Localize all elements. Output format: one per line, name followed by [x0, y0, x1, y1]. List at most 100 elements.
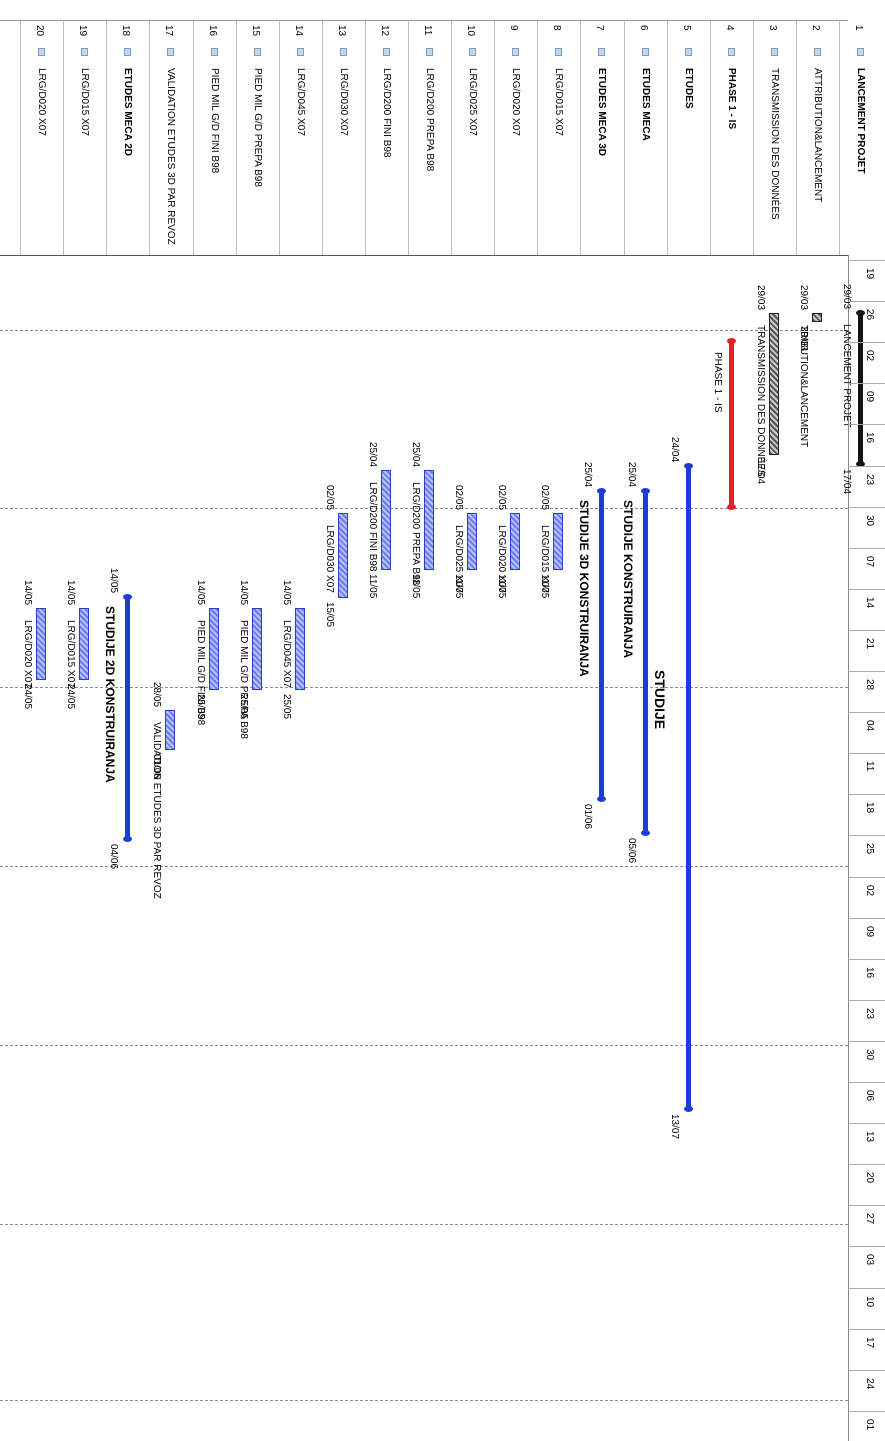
task-name-cell[interactable]: LRG/D045 X07 — [295, 68, 306, 136]
task-bar[interactable] — [424, 470, 434, 570]
task-name-cell[interactable]: PIED MIL G/D FINI B98 — [209, 68, 220, 174]
task-indicator-icon[interactable] — [124, 48, 131, 56]
task-name-cell[interactable]: ETUDES MECA 2D — [122, 68, 133, 156]
timescale — [848, 255, 885, 1441]
task-indicator-icon[interactable] — [555, 48, 562, 56]
task-name-cell[interactable]: LRG/D200 FINI B98 — [381, 68, 392, 158]
task-start-date: 28/05 — [151, 682, 162, 708]
summary-bar[interactable] — [125, 596, 130, 840]
task-bar[interactable] — [295, 608, 305, 690]
task-indicator-icon[interactable] — [38, 48, 45, 56]
task-name-cell[interactable]: LRG/D030 X07 — [338, 68, 349, 136]
row-separator — [451, 20, 452, 255]
task-indicator-icon[interactable] — [512, 48, 519, 56]
task-indicator-icon[interactable] — [167, 48, 174, 56]
timescale-tick — [848, 301, 885, 302]
task-name-cell[interactable]: LRG/D015 X07 — [553, 68, 564, 136]
task-bar[interactable] — [36, 608, 46, 680]
task-indicator-icon[interactable] — [728, 48, 735, 56]
row-separator — [149, 20, 150, 255]
row-number: 15 — [250, 25, 261, 37]
timescale-tick — [848, 1370, 885, 1371]
timescale-week-label: 25 — [864, 843, 875, 855]
task-name-cell[interactable]: LANCEMENT PROJET — [855, 68, 866, 174]
task-end-date: 13/07 — [669, 1114, 680, 1140]
timescale-tick — [848, 959, 885, 960]
row-separator — [710, 20, 711, 255]
timescale-tick — [848, 712, 885, 713]
task-bar[interactable] — [510, 513, 520, 570]
timescale-week-label: 01 — [864, 1419, 875, 1431]
task-indicator-icon[interactable] — [685, 48, 692, 56]
summary-bar[interactable] — [643, 490, 648, 834]
task-indicator-icon[interactable] — [340, 48, 347, 56]
task-bar[interactable] — [812, 313, 822, 322]
task-indicator-icon[interactable] — [469, 48, 476, 56]
task-indicator-icon[interactable] — [254, 48, 261, 56]
summary-end-cap — [727, 504, 736, 510]
task-start-date: 14/05 — [281, 580, 292, 606]
task-end-date: 11/05 — [496, 574, 507, 599]
task-start-date: 29/03 — [798, 285, 809, 311]
task-start-date: 14/05 — [195, 580, 206, 606]
row-separator — [753, 20, 754, 255]
row-separator — [365, 20, 366, 255]
task-bar-label: LRG/D200 PREPA B98 — [410, 482, 421, 586]
timescale-week-label: 11 — [864, 761, 875, 772]
task-bar[interactable] — [338, 513, 348, 598]
timescale-week-label: 02 — [864, 350, 875, 362]
task-bar[interactable] — [381, 470, 391, 570]
summary-bar[interactable] — [686, 465, 691, 1110]
task-name-cell[interactable]: LRG/D020 X07 — [36, 68, 47, 136]
task-name-cell[interactable]: LRG/D025 X07 — [467, 68, 478, 136]
task-name-cell[interactable]: VALIDATION ETUDES 3D PAR REVOZ — [165, 68, 176, 245]
task-bar[interactable] — [79, 608, 89, 680]
task-name-cell[interactable]: PHASE 1 - IS — [726, 68, 737, 130]
table-bottom-border — [0, 255, 848, 256]
task-bar[interactable] — [769, 313, 779, 455]
task-name-cell[interactable]: LRG/D015 X07 — [79, 68, 90, 136]
timescale-tick — [848, 753, 885, 754]
task-bar[interactable] — [252, 608, 262, 690]
task-bar-label: LRG/D200 FINI B98 — [367, 482, 378, 572]
summary-bar[interactable] — [858, 312, 863, 465]
task-bar-label: LRG/D030 X07 — [324, 525, 335, 593]
task-indicator-icon[interactable] — [857, 48, 864, 56]
month-gridline — [0, 866, 848, 867]
task-indicator-icon[interactable] — [297, 48, 304, 56]
task-indicator-icon[interactable] — [426, 48, 433, 56]
summary-bar[interactable] — [729, 340, 734, 508]
task-bar[interactable] — [209, 608, 219, 690]
task-start-date: 14/05 — [65, 580, 76, 606]
summary-start-cap — [856, 310, 865, 316]
timescale-tick — [848, 383, 885, 384]
task-bar[interactable] — [165, 710, 175, 750]
task-name-cell[interactable]: ETUDES MECA — [640, 68, 651, 141]
task-indicator-icon[interactable] — [211, 48, 218, 56]
task-name-cell[interactable]: LRG/D020 X07 — [510, 68, 521, 136]
task-name-cell[interactable]: LRG/D200 PREPA B98 — [424, 68, 435, 172]
task-bar[interactable] — [467, 513, 477, 570]
task-name-cell[interactable]: TRANSMISSION DES DONNÉES — [769, 68, 780, 220]
task-name-cell[interactable]: ETUDES — [683, 68, 694, 109]
summary-end-cap — [641, 830, 650, 836]
row-number: 14 — [293, 25, 304, 37]
row-number: 7 — [594, 25, 605, 31]
task-indicator-icon[interactable] — [642, 48, 649, 56]
task-indicator-icon[interactable] — [383, 48, 390, 56]
task-bar-label: STUDIJE KONSTRUIRANJA — [621, 500, 635, 659]
task-indicator-icon[interactable] — [598, 48, 605, 56]
timescale-tick — [848, 424, 885, 425]
task-bar[interactable] — [553, 513, 563, 570]
summary-bar[interactable] — [599, 490, 604, 800]
task-name-cell[interactable]: ETUDES MECA 3D — [596, 68, 607, 156]
row-separator — [796, 20, 797, 255]
task-name-cell[interactable]: PIED MIL G/D PREPA B98 — [252, 68, 263, 187]
task-end-date: 01/06 — [582, 804, 593, 830]
task-end-date: 17/04 — [841, 469, 852, 495]
task-indicator-icon[interactable] — [81, 48, 88, 56]
task-name-cell[interactable]: ATTRIBUTION&LANCEMENT — [812, 68, 823, 203]
timescale-tick — [848, 342, 885, 343]
task-indicator-icon[interactable] — [814, 48, 821, 56]
task-indicator-icon[interactable] — [771, 48, 778, 56]
